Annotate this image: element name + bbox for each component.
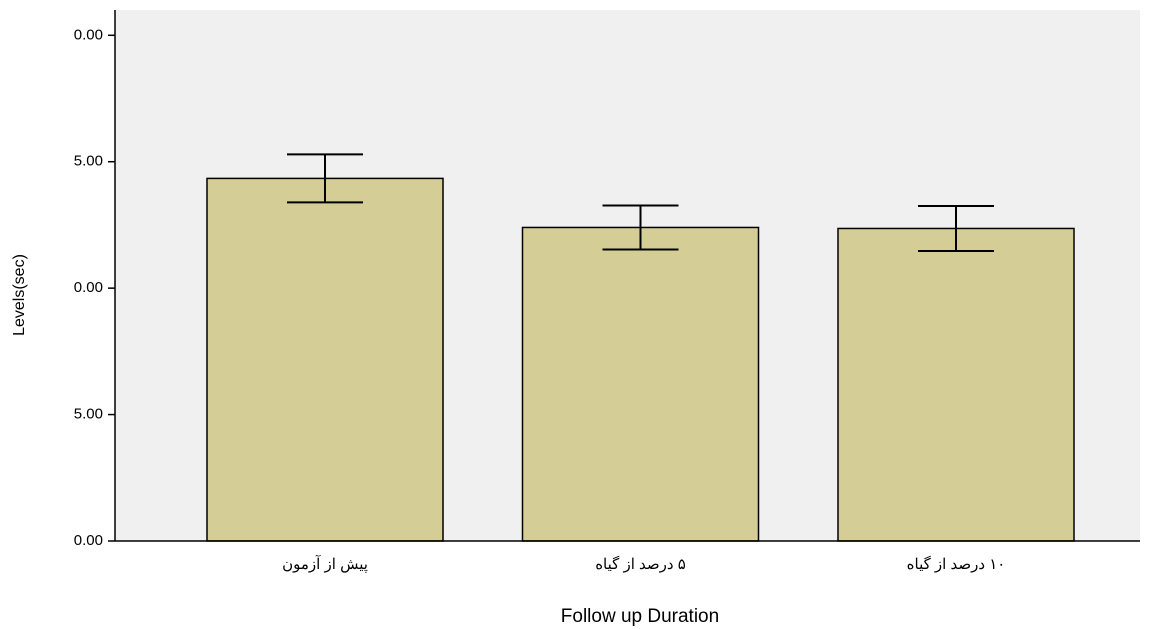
y-tick-label: 0.00: [74, 26, 103, 43]
bar: [206, 177, 444, 542]
y-tick-label: 0.00: [74, 532, 103, 549]
x-tick-label: ۵ درصد از گیاه: [595, 555, 686, 573]
y-axis-title: Levels(sec): [11, 254, 28, 336]
bar: [521, 226, 760, 542]
bar: [837, 227, 1075, 542]
x-tick-label: ۱۰ درصد از گیاه: [907, 555, 1006, 573]
y-tick-label: 5.00: [74, 406, 103, 423]
x-tick-label: پیش از آزمون: [282, 555, 368, 573]
x-axis-title: Follow up Duration: [561, 606, 719, 627]
y-tick-label: 0.00: [74, 279, 103, 296]
y-tick-label: 5.00: [74, 153, 103, 170]
